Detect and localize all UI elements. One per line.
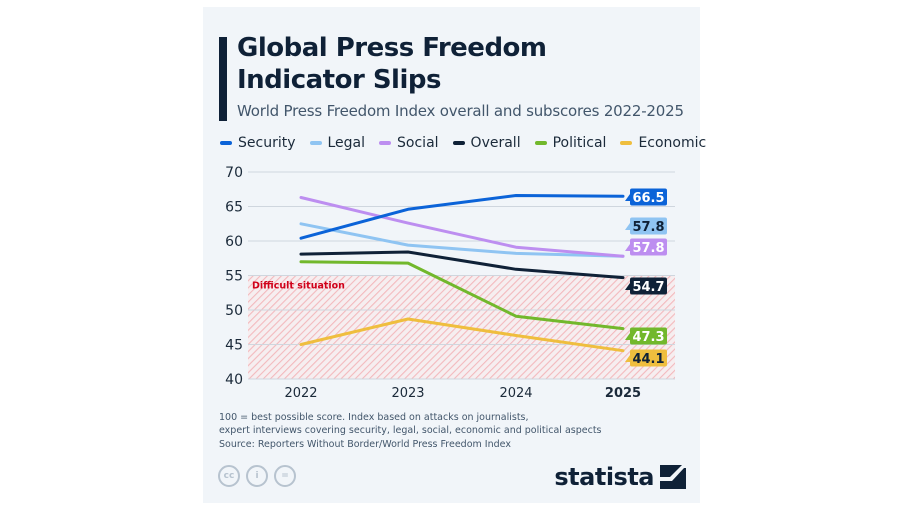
- footnote-line-1: 100 = best possible score. Index based o…: [219, 412, 529, 423]
- series-line-legal: [299, 222, 625, 258]
- end-label-value: 57.8: [632, 220, 664, 235]
- end-label-pointer: [625, 223, 630, 230]
- end-label-value: 54.7: [632, 280, 664, 295]
- legend-item-overall: Overall: [452, 135, 521, 151]
- end-label-pointer: [625, 333, 630, 340]
- x-tick-label: 2022: [284, 386, 317, 401]
- y-tick-label: 65: [225, 200, 243, 216]
- end-label-value: 44.1: [632, 352, 664, 367]
- title-line-1: Global Press Freedom: [237, 33, 547, 63]
- legend-swatch: [379, 141, 392, 145]
- end-label-box: [630, 327, 667, 345]
- series-line-social: [299, 196, 625, 258]
- legend-item-social: Social: [379, 135, 439, 151]
- statista-brand[interactable]: statista: [554, 463, 686, 491]
- series-line-overall: [299, 250, 625, 280]
- legend-label: Economic: [638, 135, 707, 151]
- end-label-legal: 57.8: [625, 217, 667, 235]
- footnote-line-2: expert interviews covering security, leg…: [219, 425, 602, 436]
- end-label-pointer: [625, 283, 630, 290]
- y-tick-label: 45: [225, 338, 243, 354]
- legend-item-security: Security: [220, 135, 296, 151]
- end-label-value: 66.5: [632, 191, 664, 206]
- title-accent-bar: [219, 37, 227, 121]
- legend-swatch: [220, 141, 232, 145]
- legend-label: Security: [238, 135, 296, 151]
- x-tick-label: 2024: [499, 386, 532, 401]
- license-icons: cc i =: [218, 465, 296, 487]
- legend-swatch: [309, 141, 322, 145]
- end-label-box: [630, 238, 667, 256]
- legend-label: Legal: [327, 135, 366, 151]
- line-chart: Difficult situation 40 45 50 55 60 65 70 2022 202…: [225, 165, 675, 401]
- end-label-box: [630, 349, 667, 367]
- x-tick-label: 2025: [605, 386, 641, 401]
- series-line-security: [299, 194, 625, 240]
- legend-item-legal: Legal: [309, 135, 366, 151]
- difficult-situation-label: Difficult situation: [252, 281, 345, 292]
- end-label-overall: 54.7: [625, 277, 667, 295]
- end-label-pointer: [625, 194, 630, 201]
- legend-label: Overall: [470, 135, 521, 151]
- end-label-box: [630, 188, 667, 206]
- end-label-political: 47.3: [625, 327, 667, 345]
- end-label-box: [630, 217, 667, 235]
- x-tick-label: 2023: [391, 386, 424, 401]
- brand-name: statista: [554, 463, 654, 491]
- chart-subtitle: World Press Freedom Index overall and su…: [237, 102, 684, 120]
- end-label-pointer: [625, 355, 630, 362]
- y-tick-label: 60: [225, 234, 243, 250]
- end-label-pointer: [625, 244, 630, 251]
- legend-item-economic: Economic: [620, 135, 706, 151]
- title-line-2: Indicator Slips: [237, 65, 441, 95]
- attribution-icon[interactable]: i: [246, 465, 268, 487]
- legend-swatch: [620, 141, 633, 145]
- no-derivatives-icon[interactable]: =: [274, 465, 296, 487]
- y-tick-label: 50: [225, 303, 243, 319]
- legend-swatch: [534, 141, 547, 145]
- end-label-value: 47.3: [632, 330, 664, 345]
- y-tick-label: 55: [225, 269, 243, 285]
- chart-title: Global Press Freedom Indicator Slips: [237, 32, 547, 96]
- series-line-economic: [299, 317, 625, 353]
- y-tick-label: 40: [225, 372, 243, 388]
- legend-label: Political: [552, 135, 607, 151]
- legend-swatch: [452, 141, 465, 145]
- end-label-economic: 44.1: [625, 349, 667, 367]
- legend-label: Social: [397, 135, 439, 151]
- legend-item-political: Political: [534, 135, 607, 151]
- legend: Security Legal Social Overall Political Econo…: [220, 135, 720, 151]
- end-label-security: 66.5: [625, 188, 667, 206]
- series-line-political: [299, 260, 625, 331]
- y-tick-label: 70: [225, 165, 243, 181]
- footnote: 100 = best possible score. Index based o…: [219, 411, 602, 437]
- source-note: Source: Reporters Without Border/World P…: [219, 439, 511, 450]
- cc-icon[interactable]: cc: [218, 465, 240, 487]
- end-label-social: 57.8: [625, 238, 667, 256]
- infographic-card: Global Press Freedom Indicator Slips Wor…: [203, 7, 706, 503]
- end-label-value: 57.8: [632, 241, 664, 256]
- statista-logo-icon: [660, 465, 686, 489]
- end-label-box: [630, 277, 667, 295]
